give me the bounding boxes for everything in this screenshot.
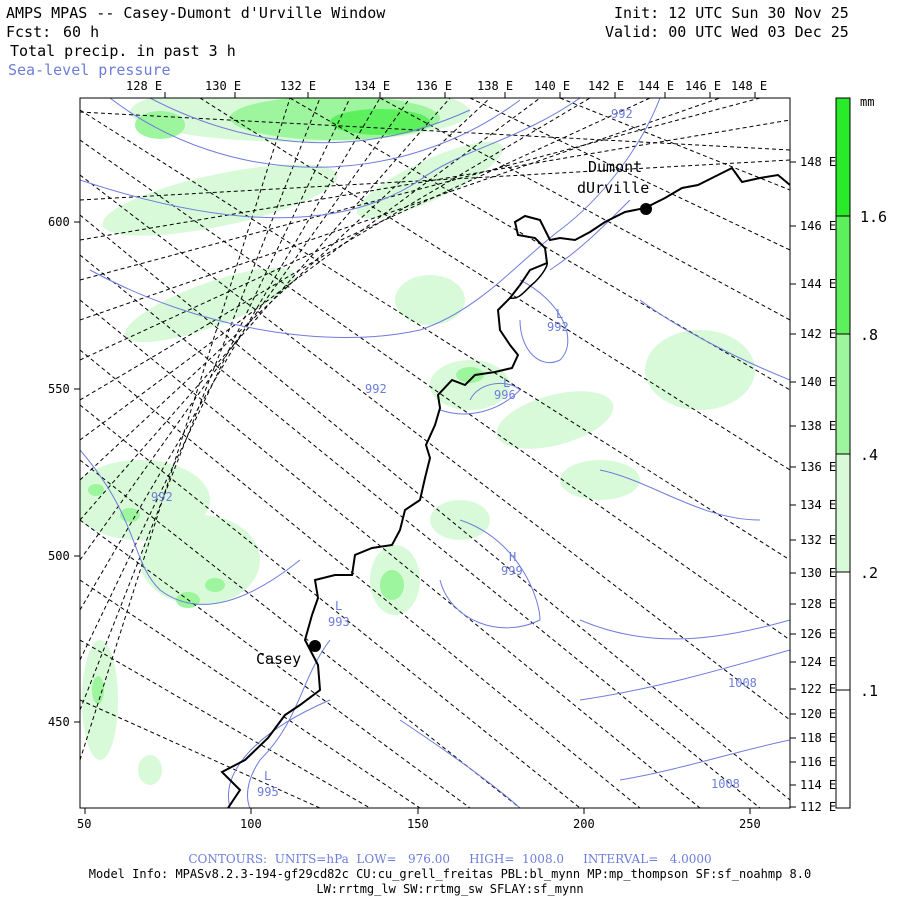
colorbar-swatch-3 — [836, 334, 850, 454]
isobar-label: 992 — [611, 107, 633, 121]
pressure-center-low: L — [335, 599, 343, 613]
overlay-name: Sea-level pressure — [8, 61, 171, 79]
right-lon-label: 144 E — [800, 277, 837, 291]
right-lon-label: 112 E — [800, 800, 837, 814]
forecast-hour-label: Fcst: — [6, 23, 52, 41]
slp-contours — [80, 98, 790, 808]
isobar-label: 996 — [494, 388, 516, 402]
colorbar — [835, 97, 851, 809]
colorbar-label: .1 — [860, 682, 879, 700]
colorbar-swatch-4 — [836, 454, 850, 572]
right-lon-label: 134 E — [800, 498, 837, 512]
isobar-label: 992 — [547, 320, 569, 334]
station-casey-label: Casey — [256, 650, 302, 668]
colorbar-label: 1.6 — [860, 208, 888, 226]
isobar-label: 999 — [501, 564, 523, 578]
station-dumont-label-2: dUrville — [577, 179, 650, 197]
pressure-center-low: L — [264, 769, 272, 783]
top-lon-label: 134 E — [354, 79, 391, 93]
right-lon-label: 140 E — [800, 375, 837, 389]
right-lon-label: 118 E — [800, 731, 837, 745]
right-lon-label: 126 E — [800, 627, 837, 641]
plot-frame — [79, 97, 791, 809]
right-lon-label: 114 E — [800, 778, 837, 792]
right-lon-label: 142 E — [800, 327, 837, 341]
top-lon-label: 130 E — [205, 79, 242, 93]
top-lon-label: 132 E — [280, 79, 317, 93]
top-lon-label: 128 E — [126, 79, 163, 93]
x-axis-label: 200 — [573, 817, 595, 831]
y-axis-label: 600 — [48, 215, 70, 229]
x-axis-label: 150 — [407, 817, 429, 831]
forecast-hour-value: 60 h — [63, 23, 100, 41]
x-axis-label: 50 — [77, 817, 92, 831]
pressure-center-high: H — [509, 550, 517, 564]
top-lon-label: 142 E — [588, 79, 625, 93]
pressure-center-low: L — [556, 307, 564, 321]
top-lon-label: 138 E — [477, 79, 514, 93]
x-axis-label: 250 — [739, 817, 761, 831]
right-ticks — [790, 161, 796, 808]
field-name: Total precip. in past 3 h — [10, 42, 236, 60]
axis-ticks — [74, 221, 751, 814]
graticule — [80, 98, 790, 808]
colorbar-label: .8 — [860, 326, 879, 344]
y-axis-label: 550 — [48, 382, 70, 396]
top-lon-label: 144 E — [638, 79, 675, 93]
right-lon-label: 130 E — [800, 566, 837, 580]
right-lon-label: 136 E — [800, 460, 837, 474]
station-dumont-marker — [640, 203, 652, 215]
right-lon-label: 132 E — [800, 533, 837, 547]
colorbar-label: .2 — [860, 564, 879, 582]
y-axis-label: 500 — [48, 549, 70, 563]
right-lon-label: 128 E — [800, 597, 837, 611]
top-lon-label: 136 E — [416, 79, 453, 93]
pressure-center-low: L — [503, 376, 511, 390]
colorbar-label: .4 — [860, 446, 879, 464]
right-lon-label: 122 E — [800, 682, 837, 696]
model-info-2: LW:rrtmg_lw SW:rrtmg_sw SFLAY:sf_mynn — [316, 882, 584, 896]
contour-info: CONTOURS: UNITS=hPa LOW= 976.00 HIGH= 10… — [188, 852, 712, 866]
coastline — [220, 166, 790, 808]
colorbar-swatch-2 — [836, 216, 850, 334]
top-lon-label: 146 E — [685, 79, 722, 93]
init-time: Init: 12 UTC Sun 30 Nov 25 — [614, 4, 849, 22]
model-info: Model Info: MPASv8.2.3-194-gf29cd82c CU:… — [88, 867, 812, 881]
top-lon-label: 140 E — [534, 79, 571, 93]
right-lon-label: 120 E — [800, 707, 837, 721]
x-axis-label: 100 — [240, 817, 262, 831]
isobar-label: 995 — [257, 785, 279, 799]
valid-time: Valid: 00 UTC Wed 03 Dec 25 — [605, 23, 849, 41]
right-lon-label: 124 E — [800, 655, 837, 669]
top-ticks — [164, 92, 756, 98]
right-lon-label: 148 E — [800, 155, 837, 169]
colorbar-unit: mm — [860, 95, 875, 109]
colorbar-swatch-1 — [836, 98, 850, 216]
station-casey-marker — [309, 640, 321, 652]
right-lon-label: 138 E — [800, 419, 837, 433]
right-lon-label: 146 E — [800, 219, 837, 233]
top-lon-label: 148 E — [731, 79, 768, 93]
isobar-label: 1008 — [711, 777, 740, 791]
precip-shading — [80, 98, 755, 785]
isobar-label: 992 — [365, 382, 387, 396]
station-dumont-label: Dumont — [588, 158, 643, 176]
isobar-label: 1008 — [728, 676, 757, 690]
isobar-label: 992 — [151, 490, 173, 504]
isobar-label: 993 — [328, 615, 350, 629]
y-axis-label: 450 — [48, 715, 70, 729]
right-lon-label: 116 E — [800, 755, 837, 769]
map-title: AMPS MPAS -- Casey-Dumont d'Urville Wind… — [6, 4, 386, 22]
